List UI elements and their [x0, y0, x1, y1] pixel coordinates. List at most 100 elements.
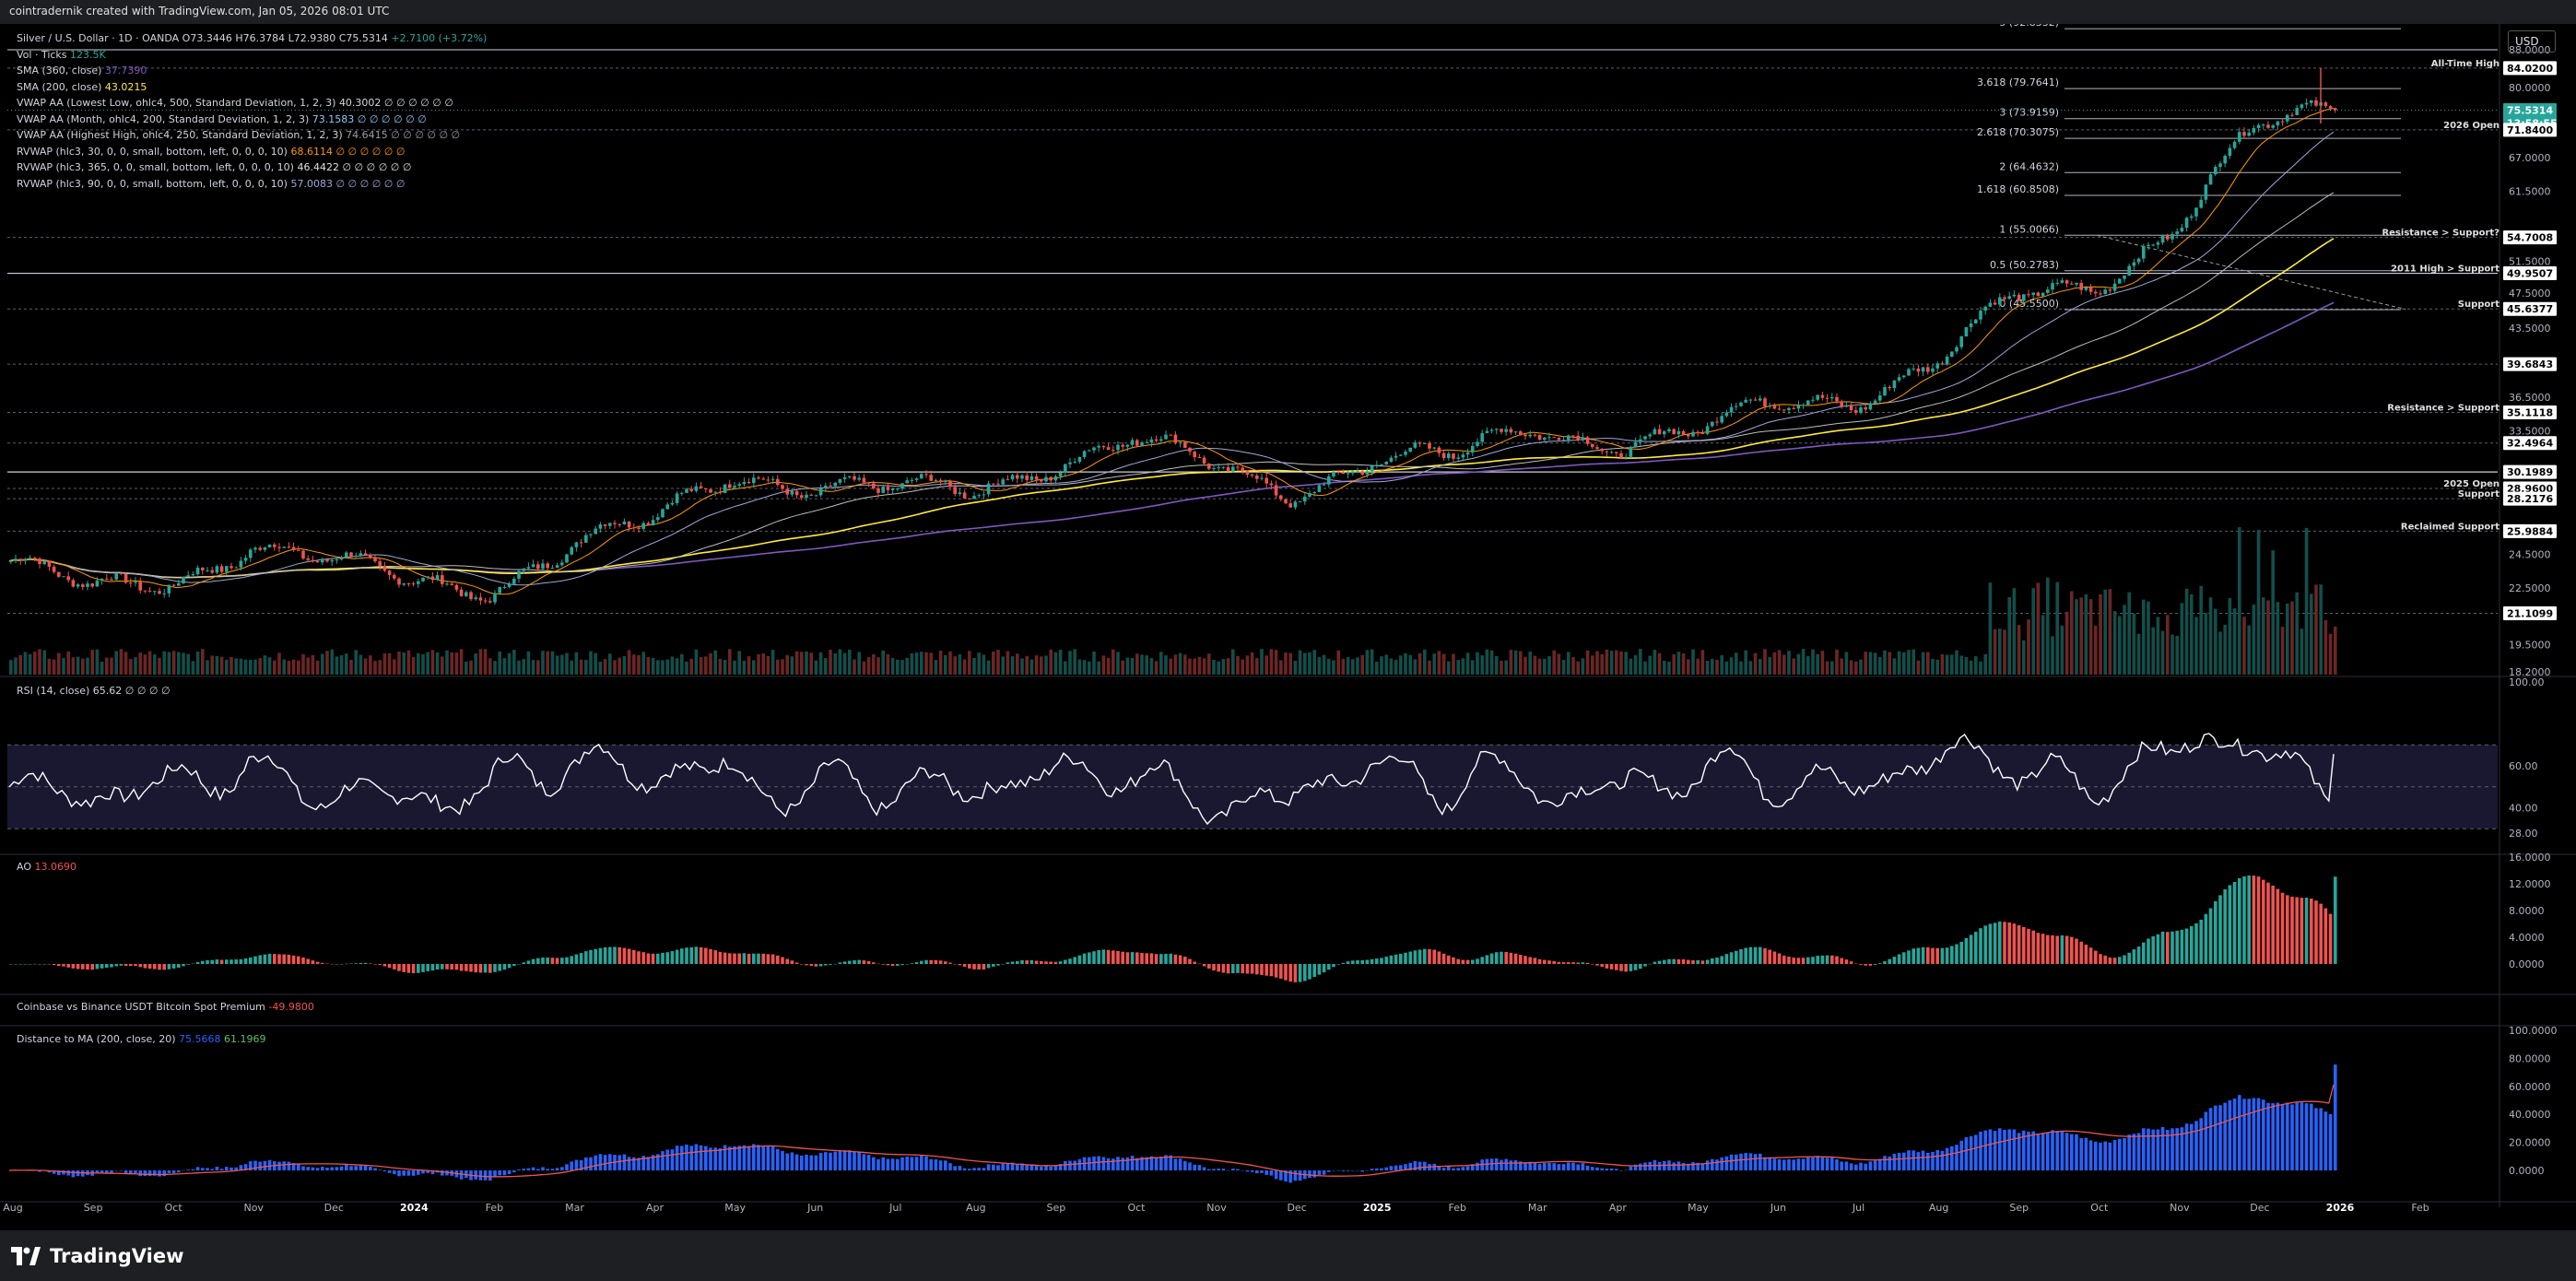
- candle-body: [330, 559, 334, 562]
- ao-bar: [474, 964, 477, 973]
- candle-body: [1748, 399, 1753, 401]
- volume-bar: [1088, 661, 1091, 675]
- tradingview-logo[interactable]: TradingView: [11, 1242, 183, 1270]
- candle-body: [1672, 429, 1676, 435]
- ao-bar: [2156, 934, 2160, 964]
- legend-row-value: 68.6114 ∅ ∅ ∅ ∅ ∅ ∅: [290, 145, 406, 158]
- volume-bar: [1010, 656, 1015, 675]
- volume-bar: [325, 651, 329, 675]
- ao-bar: [876, 963, 880, 965]
- dist-bar: [1006, 1164, 1010, 1170]
- ao-bar: [914, 962, 919, 964]
- candle-body: [2242, 132, 2246, 136]
- candle-body: [848, 476, 852, 477]
- candle-body: [1336, 471, 1340, 473]
- volume-bar: [119, 649, 124, 675]
- dist-bar: [119, 1170, 124, 1171]
- volume-bar: [1768, 656, 1771, 675]
- candle-body: [1735, 405, 1738, 407]
- volume-bar: [110, 657, 113, 675]
- ao-bar: [1878, 963, 1882, 964]
- candle-body: [1465, 452, 1470, 455]
- candle-body: [2314, 100, 2318, 106]
- candle-body: [920, 474, 923, 479]
- volume-bar: [1413, 659, 1417, 675]
- volume-bar: [641, 652, 645, 675]
- candle-body: [1044, 476, 1048, 482]
- ao-bar: [2170, 931, 2174, 964]
- volume-bar: [2099, 593, 2102, 675]
- candle-body: [1288, 503, 1292, 508]
- candle-body: [1825, 397, 1829, 399]
- volume-bar: [1053, 652, 1058, 675]
- ao-bar: [1959, 941, 1963, 964]
- dist-bar: [502, 1170, 507, 1176]
- candle-body: [618, 523, 621, 525]
- volume-bar: [986, 660, 991, 675]
- candle-body: [1193, 452, 1196, 458]
- candle-body: [1020, 475, 1024, 479]
- dist-bar: [311, 1167, 315, 1170]
- legend-row: SMA (200, close) 43.0215: [17, 79, 487, 96]
- price-label-box: [2503, 266, 2557, 281]
- dist-bar: [1288, 1170, 1292, 1183]
- ao-bar: [1016, 960, 1019, 964]
- candle-body: [465, 592, 468, 596]
- dist-bar: [944, 1160, 947, 1170]
- candle-body: [1346, 473, 1350, 475]
- candle-body: [2280, 121, 2285, 123]
- volume-bar: [2070, 591, 2074, 675]
- volume-bar: [330, 649, 334, 675]
- candle-body: [105, 578, 109, 580]
- dist-bar: [2147, 1128, 2150, 1170]
- ao-bar: [14, 964, 18, 965]
- ao-bar: [1672, 958, 1676, 964]
- dist-bar: [1336, 1170, 1340, 1171]
- candle-body: [315, 560, 320, 563]
- ao-bar: [2180, 929, 2184, 964]
- dist-bar: [1561, 1164, 1566, 1170]
- dist-bar: [1763, 1157, 1767, 1170]
- ao-bar: [306, 958, 310, 964]
- time-axis-tick: Sep: [2009, 1202, 2029, 1214]
- chart-area[interactable]: 5 (92.8332)3.618 (79.7641)3 (73.9159)2.6…: [0, 24, 2576, 1230]
- ao-bar: [651, 953, 655, 964]
- ao-bar: [287, 954, 291, 964]
- ao-bar: [2242, 876, 2246, 964]
- volume-bar: [1404, 652, 1407, 675]
- dist-bar: [1993, 1131, 1997, 1170]
- price-label-box: [2503, 357, 2557, 371]
- dist-bar: [896, 1158, 900, 1170]
- volume-bar: [1408, 654, 1412, 675]
- ao-bar: [421, 964, 425, 972]
- currency-button[interactable]: USD: [2508, 30, 2556, 53]
- candle-body: [219, 566, 224, 572]
- dist-bar: [1351, 1170, 1355, 1171]
- candle-body: [1432, 447, 1436, 449]
- volume-bar: [1998, 629, 2002, 675]
- volume-bar: [1557, 653, 1561, 675]
- dist-axis-tick: 0.0000: [2509, 1165, 2545, 1177]
- dist-bar: [1001, 1163, 1005, 1170]
- dist-bar: [1413, 1160, 1417, 1170]
- ao-bar: [2151, 935, 2155, 964]
- ao-bar: [1236, 964, 1240, 973]
- ao-bar: [311, 960, 315, 964]
- ao-bar: [28, 964, 32, 965]
- dist-bar: [675, 1146, 679, 1170]
- ao-bar: [1250, 964, 1254, 974]
- dist-bar: [1112, 1158, 1115, 1170]
- price-label: 49.9507: [2507, 268, 2553, 280]
- candle-body: [474, 597, 477, 600]
- time-axis-tick: Mar: [565, 1202, 584, 1214]
- candle-body: [335, 559, 339, 561]
- dist-bar: [1672, 1162, 1676, 1170]
- candle-body: [1207, 463, 1211, 469]
- ao-bar: [445, 964, 449, 970]
- volume-bar: [1873, 652, 1877, 675]
- candle-body: [1001, 479, 1005, 485]
- candle-body: [809, 494, 813, 496]
- candle-body: [1404, 452, 1407, 455]
- volume-bar: [1633, 654, 1638, 675]
- candle-body: [862, 477, 866, 483]
